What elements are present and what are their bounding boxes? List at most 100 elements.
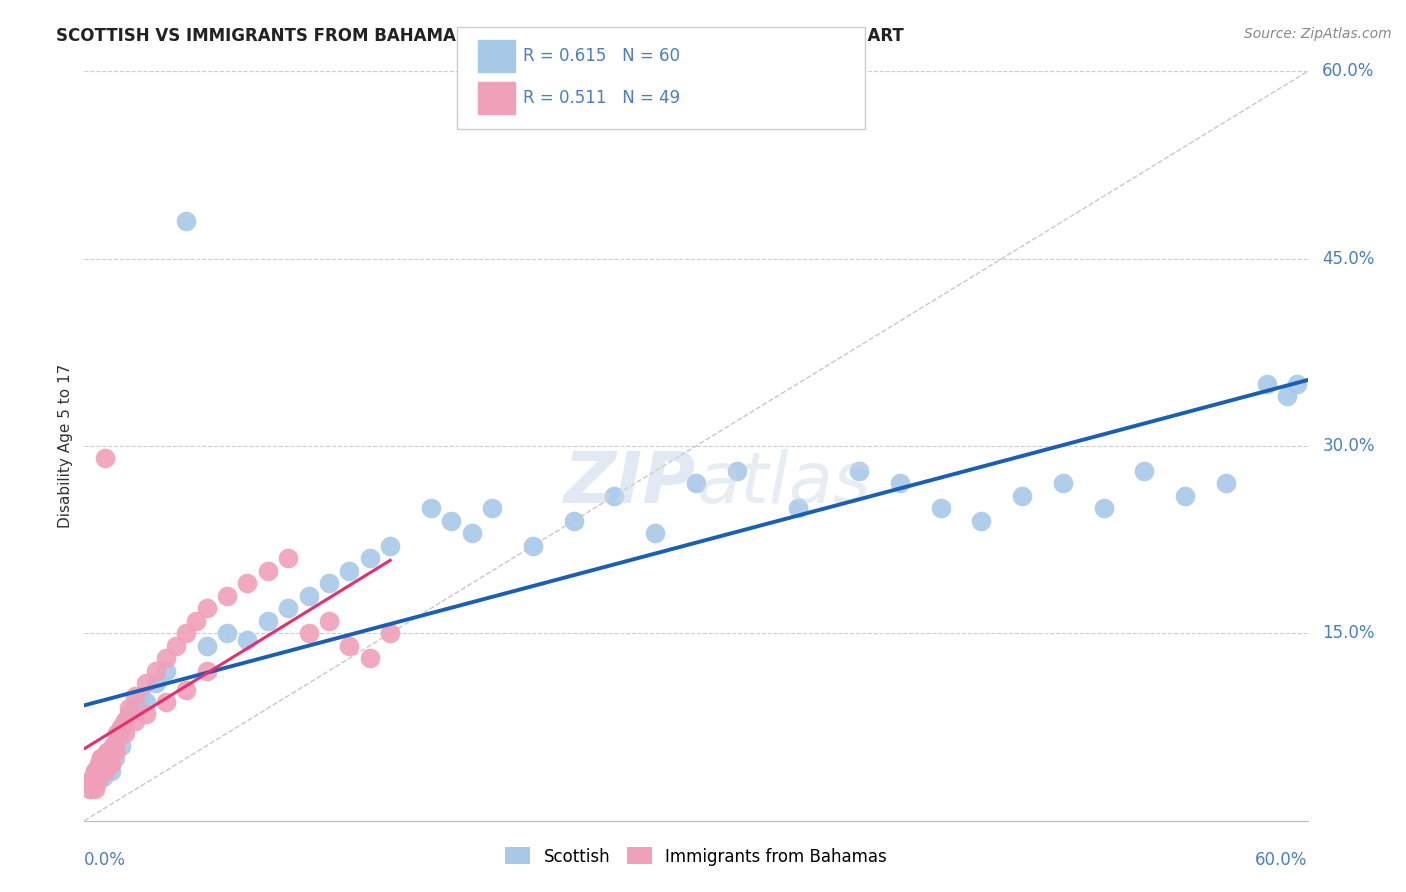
Point <box>145 676 167 690</box>
Point <box>257 614 280 628</box>
Point <box>114 714 136 728</box>
Point <box>155 695 177 709</box>
Point <box>1277 389 1299 403</box>
Text: SCOTTISH VS IMMIGRANTS FROM BAHAMAS DISABILITY AGE 5 TO 17 CORRELATION CHART: SCOTTISH VS IMMIGRANTS FROM BAHAMAS DISA… <box>56 27 904 45</box>
Text: atlas: atlas <box>696 449 870 518</box>
Point <box>97 751 120 765</box>
Point <box>339 564 361 578</box>
Point <box>93 451 115 466</box>
Point <box>90 751 112 765</box>
Point <box>86 764 108 778</box>
Point <box>97 751 120 765</box>
Point <box>118 701 141 715</box>
Point <box>685 476 707 491</box>
Point <box>97 745 120 759</box>
Point <box>87 757 110 772</box>
Point <box>86 776 108 790</box>
Point <box>135 707 157 722</box>
Point <box>1092 501 1115 516</box>
Point <box>522 539 544 553</box>
Point <box>889 476 911 491</box>
Text: R = 0.511   N = 49: R = 0.511 N = 49 <box>523 89 681 107</box>
Point <box>82 770 104 784</box>
Point <box>562 514 585 528</box>
Point <box>155 664 177 678</box>
Point <box>217 589 239 603</box>
Text: 60.0%: 60.0% <box>1322 62 1375 80</box>
Point <box>101 739 124 753</box>
Point <box>380 539 402 553</box>
Point <box>124 689 146 703</box>
Point <box>79 782 101 797</box>
Point <box>82 770 104 784</box>
Point <box>77 776 100 790</box>
Point <box>104 745 127 759</box>
Point <box>83 764 105 778</box>
Text: 0.0%: 0.0% <box>84 851 127 869</box>
Text: Source: ZipAtlas.com: Source: ZipAtlas.com <box>1244 27 1392 41</box>
Point <box>165 639 187 653</box>
Point <box>110 720 132 734</box>
Point <box>131 689 153 703</box>
Point <box>135 695 157 709</box>
Point <box>90 751 112 765</box>
Point <box>174 626 197 640</box>
Point <box>174 214 197 228</box>
Point <box>359 551 381 566</box>
Point <box>481 501 503 516</box>
Point <box>105 732 128 747</box>
Point <box>104 751 127 765</box>
Point <box>787 501 810 516</box>
Point <box>87 757 110 772</box>
Point <box>93 764 115 778</box>
Point <box>83 782 105 797</box>
Point <box>86 770 108 784</box>
Point <box>359 651 381 665</box>
Point <box>101 739 124 753</box>
Point <box>79 782 101 797</box>
Point <box>725 464 748 478</box>
Text: 60.0%: 60.0% <box>1256 851 1308 869</box>
Text: R = 0.615   N = 60: R = 0.615 N = 60 <box>523 47 681 65</box>
Point <box>1215 476 1237 491</box>
Point <box>1174 489 1197 503</box>
Point <box>96 745 118 759</box>
Point <box>1256 376 1278 391</box>
Text: 30.0%: 30.0% <box>1322 437 1375 455</box>
Point <box>420 501 443 516</box>
Text: 15.0%: 15.0% <box>1322 624 1375 642</box>
Point <box>174 682 197 697</box>
Point <box>93 764 115 778</box>
Point <box>217 626 239 640</box>
Point <box>318 576 340 591</box>
Point <box>124 714 146 728</box>
Point <box>104 739 127 753</box>
Point <box>195 601 218 615</box>
Point <box>1286 376 1309 391</box>
Point <box>77 776 100 790</box>
Point <box>970 514 993 528</box>
Point <box>195 639 218 653</box>
Point <box>114 714 136 728</box>
Point <box>114 726 136 740</box>
Point <box>339 639 361 653</box>
Point <box>1011 489 1033 503</box>
Point <box>195 664 218 678</box>
Point <box>318 614 340 628</box>
Point <box>110 739 132 753</box>
Point <box>603 489 626 503</box>
Point <box>257 564 280 578</box>
Point <box>96 745 118 759</box>
Point <box>91 770 114 784</box>
Point <box>186 614 208 628</box>
Point <box>929 501 952 516</box>
Point <box>112 720 135 734</box>
Point <box>100 757 122 772</box>
Point <box>83 764 105 778</box>
Point <box>90 751 112 765</box>
Point <box>277 551 299 566</box>
Point <box>1133 464 1156 478</box>
Point <box>124 701 146 715</box>
Point <box>108 726 131 740</box>
Point <box>380 626 402 640</box>
